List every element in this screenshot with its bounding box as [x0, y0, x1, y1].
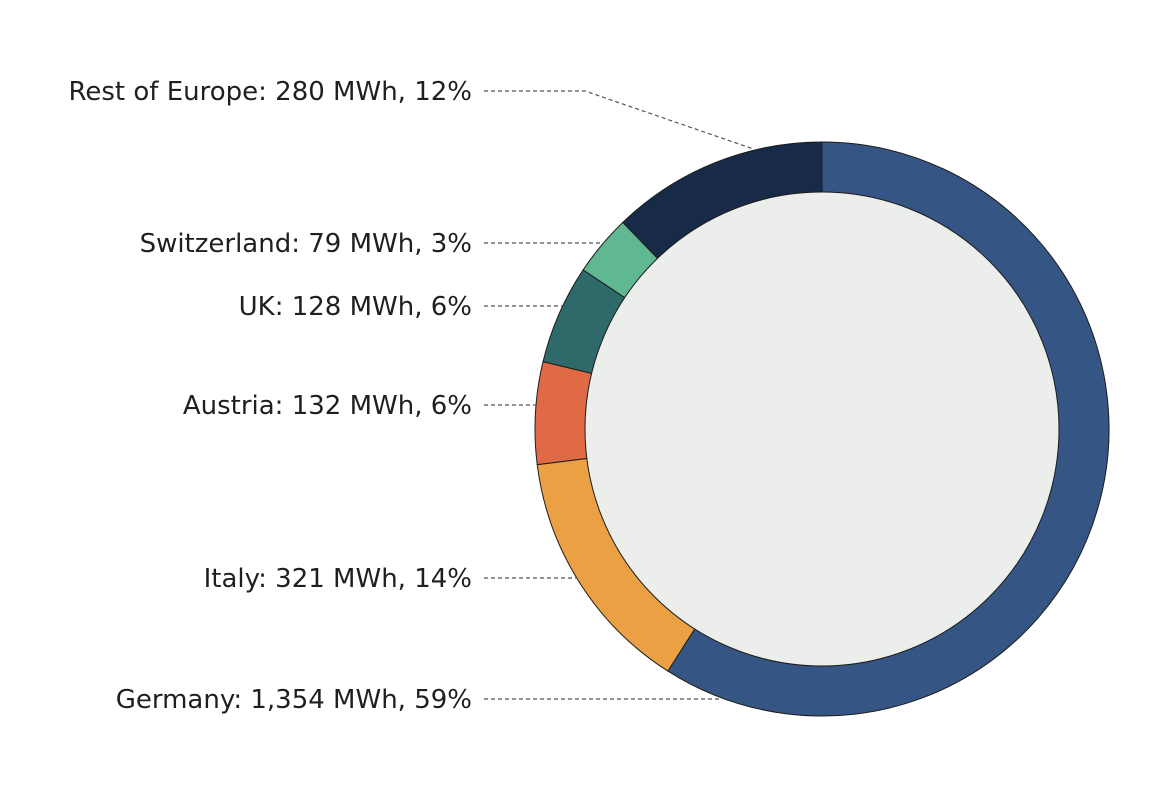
donut-center	[584, 191, 1060, 667]
label-rest-of-europe: Rest of Europe: 280 MWh, 12%	[68, 77, 472, 107]
label-austria: Austria: 132 MWh, 6%	[183, 391, 472, 421]
label-uk: UK: 128 MWh, 6%	[239, 292, 472, 322]
leader-lines-group	[484, 90, 753, 700]
label-germany: Germany: 1,354 MWh, 59%	[116, 685, 472, 715]
leader-line-rest-of-europe	[484, 90, 753, 150]
label-switzerland: Switzerland: 79 MWh, 3%	[140, 229, 472, 259]
labels-group: Germany: 1,354 MWh, 59% Italy: 321 MWh, …	[68, 77, 472, 715]
label-italy: Italy: 321 MWh, 14%	[204, 564, 472, 594]
